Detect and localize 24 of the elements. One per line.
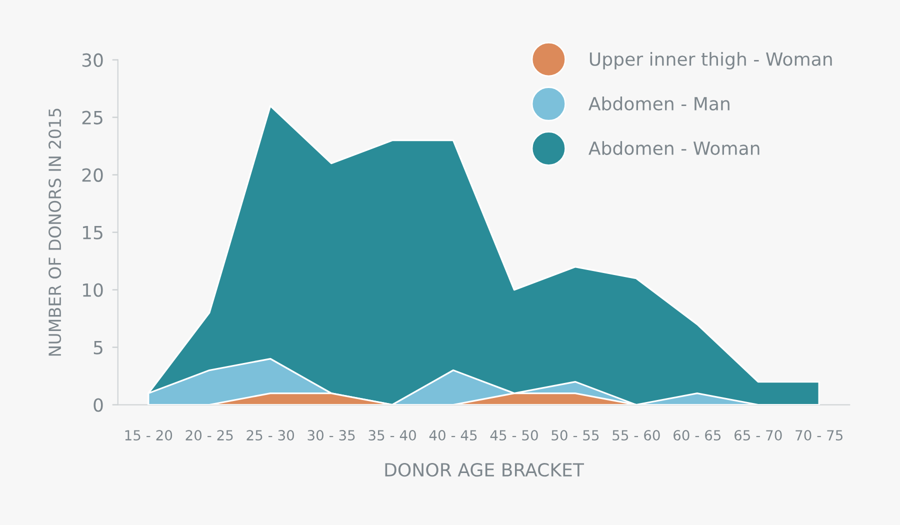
x-tick-label: 50 - 55 [552,430,599,441]
x-tick-label: 45 - 50 [490,430,538,441]
x-tick-label: 40 - 45 [429,430,477,441]
x-tick-label: 70 - 75 [796,430,842,441]
y-tick-label: 15 [83,226,102,240]
y-tick-label: 10 [83,283,103,297]
legend-label: Abdomen - Woman [588,141,760,156]
legend-label: Upper inner thigh - Woman [590,52,832,70]
x-axis-title: DONOR AGE BRACKET [385,462,584,477]
x-tick-label: 65 - 70 [734,430,782,441]
x-tick-label: 20 - 25 [186,430,233,441]
x-tick-label: 55 - 60 [612,430,660,441]
x-tick-label: 60 - 65 [674,430,721,441]
legend-label: Abdomen - Man [588,96,730,110]
y-tick-label: 0 [94,398,103,412]
y-tick-label: 20 [82,168,103,182]
y-tick-label: 30 [82,53,103,67]
y-axis-title: NUMBER OF DONORS IN 2015 [48,108,62,356]
y-tick-label: 25 [82,110,102,124]
x-tick-label: 15 - 20 [125,430,172,441]
x-tick-label: 35 - 40 [368,430,416,441]
y-tick-label: 5 [94,340,102,354]
x-tick-label: 25 - 30 [246,430,294,441]
x-tick-label: 30 - 35 [308,430,355,441]
